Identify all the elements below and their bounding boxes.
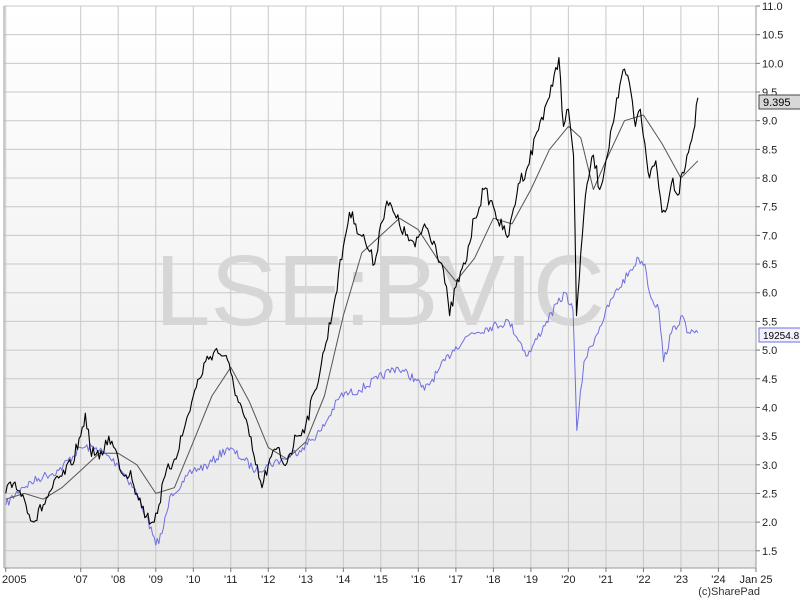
y-tick-label: 11.0 (762, 1, 783, 13)
y-tick-label: 2.5 (762, 488, 777, 500)
y-tick-label: 8.5 (762, 144, 777, 156)
x-tick-label: '22 (636, 574, 650, 586)
y-tick-label: 3.0 (762, 460, 777, 472)
x-tick-label: '18 (486, 574, 500, 586)
credit-text: (c)SharePad (698, 586, 760, 598)
x-tick-label: '07 (74, 574, 88, 586)
y-tick-label: 2.0 (762, 517, 777, 529)
y-tick-label: 7.5 (762, 202, 777, 214)
x-axis: 2005 '07 '08 '09 '10 '11 '12 '13 '14 '15 '16 '17 '18… (2, 568, 773, 586)
x-tick-label: '10 (186, 574, 200, 586)
grid-lines (4, 5, 757, 568)
x-tick-label: 2005 (2, 574, 26, 586)
y-axis: 1.5 2.0 2.5 3.0 3.5 4.0 4.5 5.0 5.5 6.0 6.5 7.0 7.5 8… (756, 1, 783, 558)
y-tick-label: 5.0 (762, 345, 777, 357)
x-tick-label: Jan 25 (739, 574, 772, 586)
series-layer (5, 57, 699, 546)
x-tick-label: '14 (336, 574, 350, 586)
y-tick-label: 5.5 (762, 316, 777, 328)
index-badge (758, 327, 800, 343)
x-tick-label: '19 (524, 574, 538, 586)
y-tick-label: 6.5 (762, 259, 777, 271)
last-price-label: 9.395 (763, 97, 791, 109)
x-tick-label: '23 (674, 574, 688, 586)
x-tick-label: '08 (111, 574, 125, 586)
y-tick-label: 4.0 (762, 402, 777, 414)
y-tick-label: 8.0 (762, 173, 777, 185)
last-index-label: 19254.8 (763, 331, 800, 342)
x-tick-label: '09 (149, 574, 163, 586)
x-tick-label: '12 (261, 574, 275, 586)
y-tick-label: 3.5 (762, 431, 777, 443)
x-tick-label: '11 (224, 574, 238, 586)
x-tick-label: '15 (374, 574, 388, 586)
y-tick-label: 10.0 (762, 58, 783, 70)
last-value-badges: 9.395 19254.8 (758, 94, 800, 343)
y-tick-label: 4.5 (762, 374, 777, 386)
x-tick-label: '21 (599, 574, 613, 586)
y-tick-label: 6.0 (762, 288, 777, 300)
y-tick-label: 1.5 (762, 546, 777, 558)
x-tick-label: '17 (449, 574, 463, 586)
y-tick-label: 7.0 (762, 230, 777, 242)
y-tick-label: 9.0 (762, 116, 777, 128)
x-tick-label: '16 (411, 574, 425, 586)
x-tick-label: '20 (561, 574, 575, 586)
y-tick-label: 10.5 (762, 30, 783, 42)
x-tick-label: '13 (299, 574, 313, 586)
x-tick-label: '24 (711, 574, 725, 586)
price-badge (758, 94, 800, 110)
watermark-text: LSE:BVIC (155, 235, 605, 347)
price-series-line (5, 57, 699, 525)
